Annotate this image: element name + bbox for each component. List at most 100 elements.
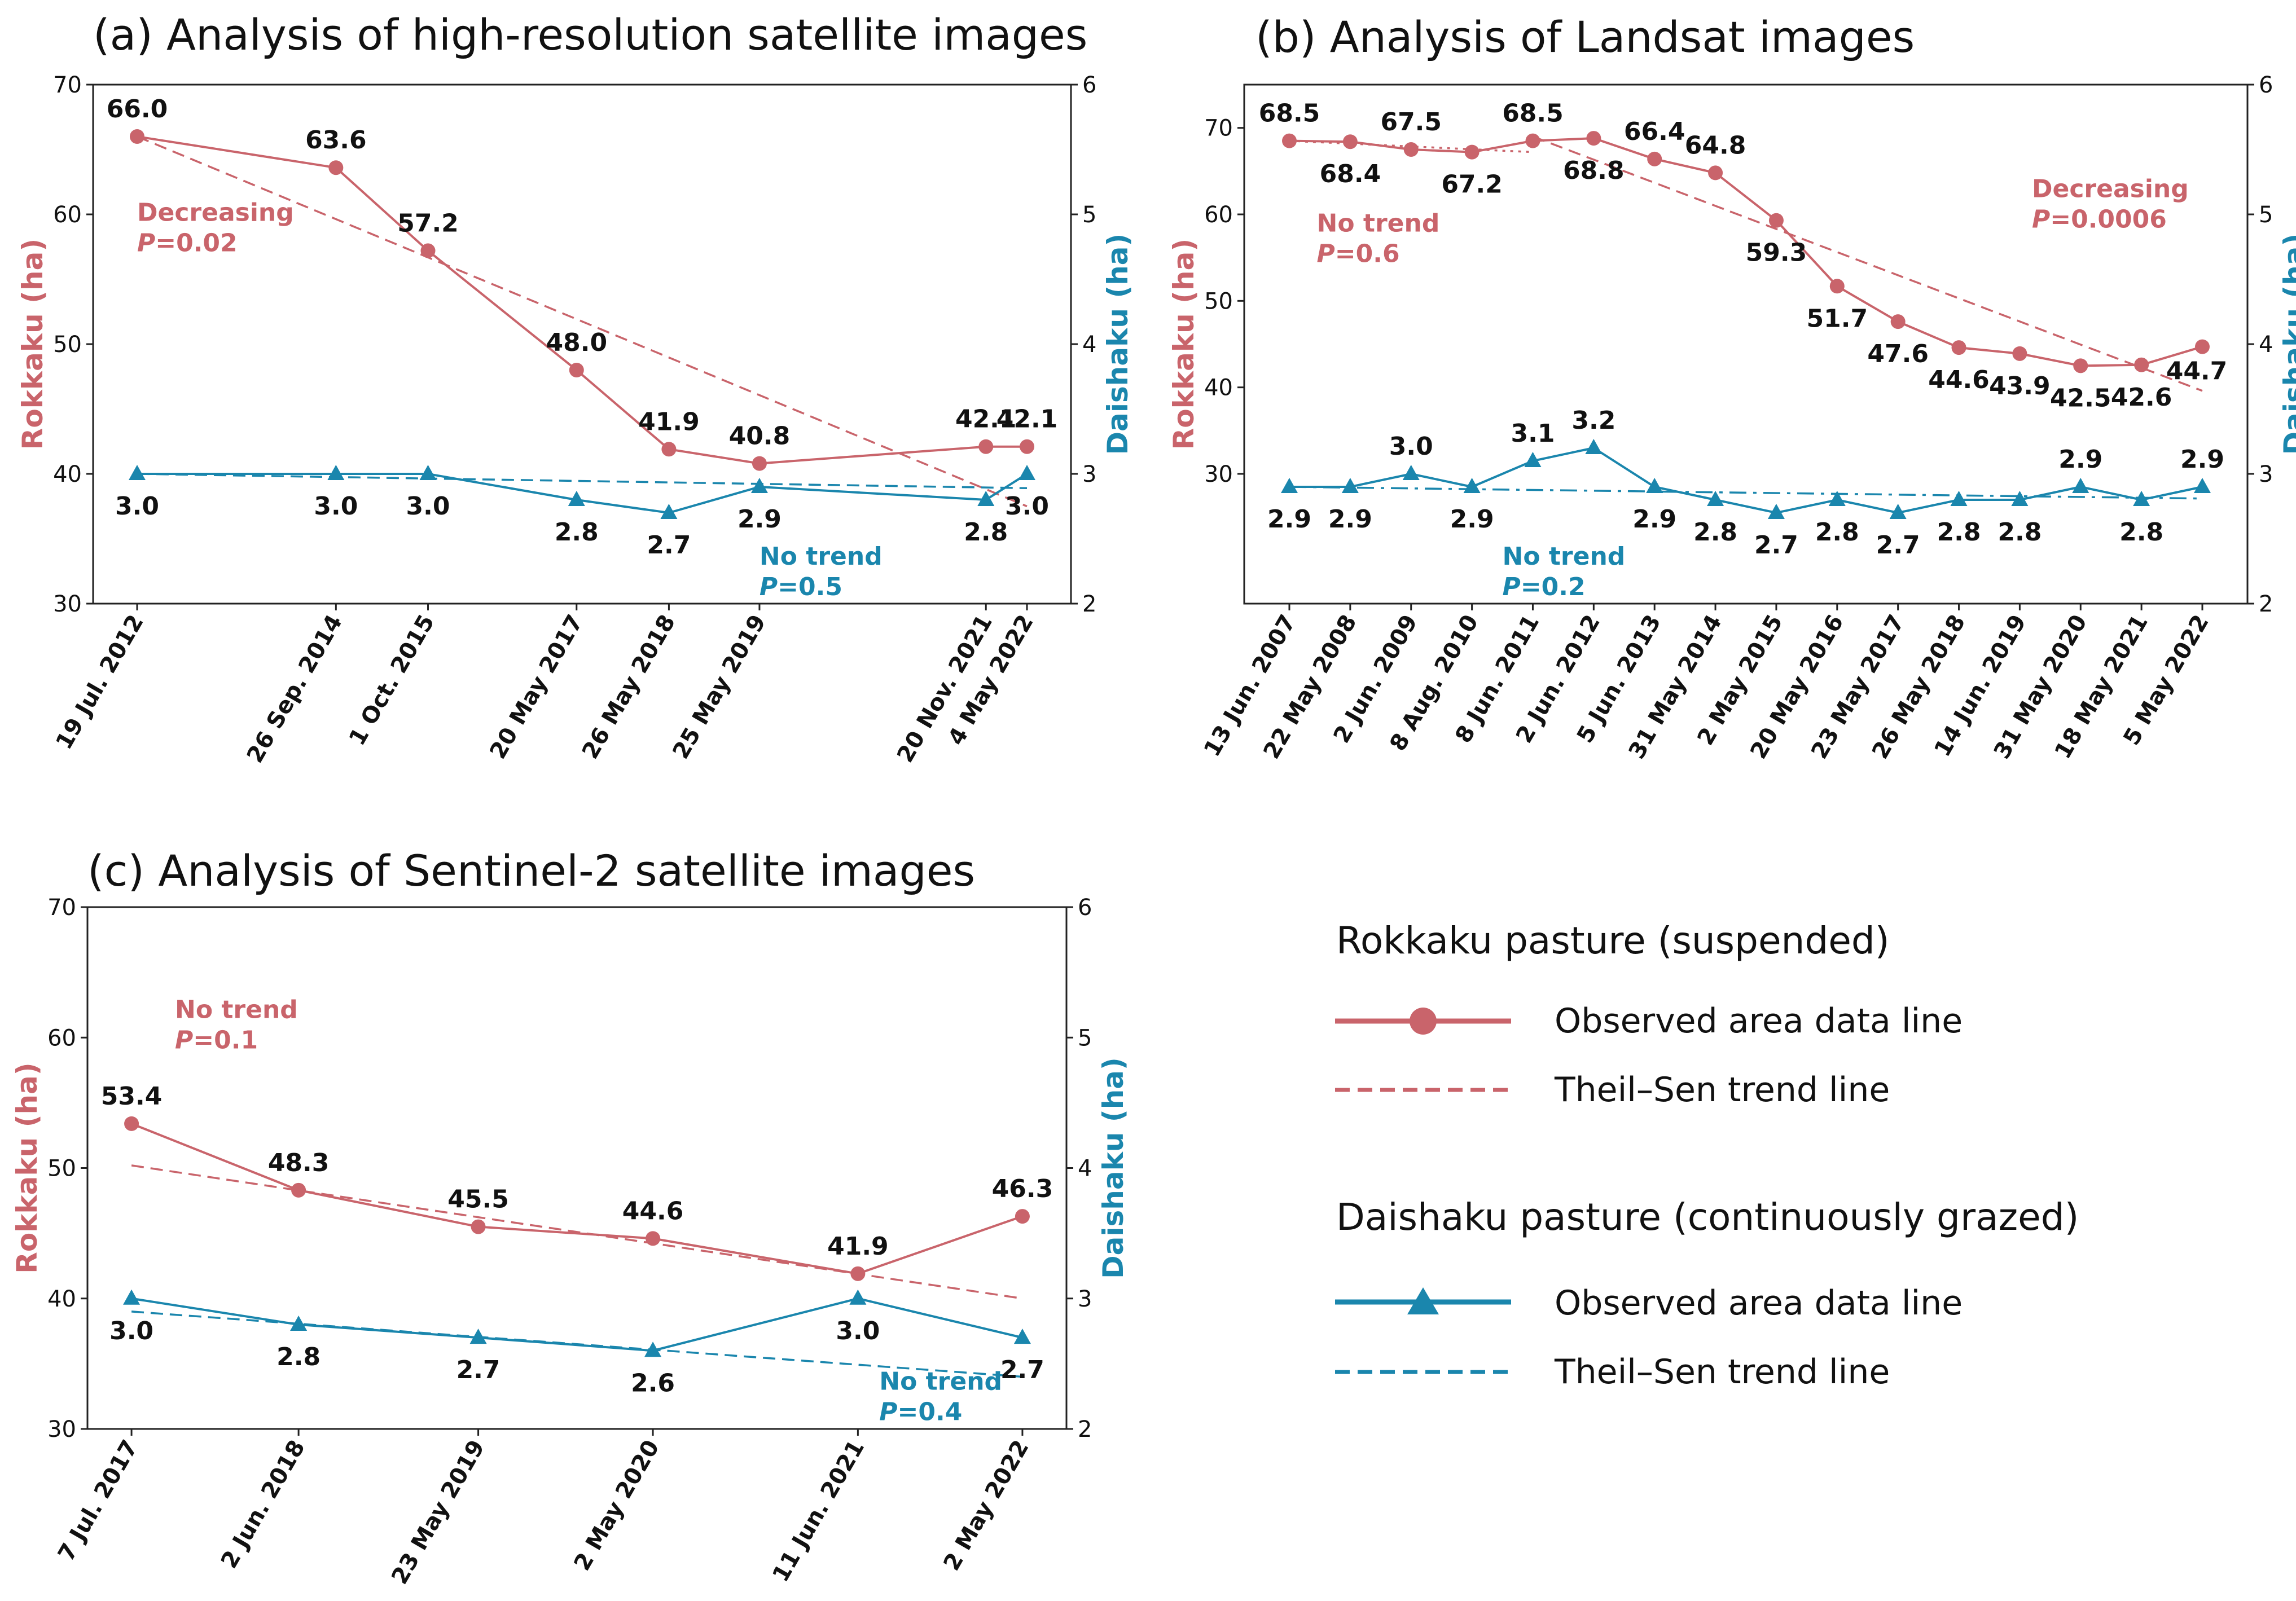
rokkaku-value-label: 66.4 bbox=[1624, 117, 1685, 146]
daishaku-data-line bbox=[131, 1297, 1023, 1352]
rokkaku-point bbox=[420, 243, 436, 258]
panel-c-left-axis-label: Rokkaku (ha) bbox=[11, 1062, 43, 1273]
panel-c-right-axis-label: Daishaku (ha) bbox=[1097, 1057, 1130, 1279]
daishaku-point bbox=[469, 1329, 487, 1344]
rokkaku-value-label: 64.8 bbox=[1685, 131, 1746, 160]
panel-c-plot-frame bbox=[86, 906, 1068, 1430]
x-tick-label-2-may-2020: 2 May 2020 bbox=[569, 1436, 665, 1575]
daishaku-value-label: 2.8 bbox=[1693, 518, 1737, 547]
daishaku-point bbox=[1707, 491, 1724, 506]
rokkaku-point bbox=[1525, 133, 1540, 148]
rokkaku-value-label: 42.1 bbox=[996, 405, 1058, 434]
left-tick-label: 50 bbox=[1204, 288, 1233, 314]
left-tick-label: 50 bbox=[47, 1156, 76, 1182]
rokkaku-point bbox=[124, 1116, 139, 1131]
rokkaku-point bbox=[1708, 165, 1723, 181]
left-tick-label: 60 bbox=[53, 202, 82, 228]
x-tick-label-7-jul-2017: 7 Jul. 2017 bbox=[53, 1436, 143, 1565]
daishaku-value-label: 2.7 bbox=[456, 1356, 501, 1384]
rokkaku-data-line bbox=[131, 1123, 1023, 1275]
panel-b-title: (b) Analysis of Landsat images bbox=[1255, 12, 1915, 62]
daishaku-point bbox=[2072, 478, 2089, 493]
left-tick-label: 70 bbox=[47, 895, 76, 921]
rokkaku-point bbox=[1768, 213, 1784, 228]
rokkaku-point bbox=[471, 1219, 486, 1234]
rokkaku-trend-line bbox=[1289, 139, 1533, 153]
daishaku-value-label: 2.8 bbox=[1998, 518, 2042, 547]
daishaku-value-label: 2.8 bbox=[1937, 518, 1981, 547]
left-tick-label: 60 bbox=[1204, 202, 1233, 228]
rokkaku-value-label: 45.5 bbox=[447, 1185, 509, 1214]
panel-a-left-axis-label: Rokkaku (ha) bbox=[16, 239, 49, 450]
right-tick-label: 4 bbox=[1082, 332, 1096, 358]
rokkaku-value-label: 47.6 bbox=[1867, 340, 1929, 368]
left-tick-label: 40 bbox=[53, 461, 82, 487]
panel-a-title: (a) Analysis of high-resolution satellit… bbox=[93, 10, 1087, 60]
daishaku-point bbox=[327, 465, 345, 480]
daishaku-point bbox=[1646, 478, 1663, 493]
rokkaku-point bbox=[752, 456, 767, 471]
daishaku-value-label: 2.9 bbox=[1267, 505, 1311, 534]
rokkaku-value-label: 42.5 bbox=[2050, 384, 2111, 412]
daishaku-point bbox=[1013, 1329, 1031, 1344]
panel-c-chart: (c) Analysis of Sentinel-2 satellite ima… bbox=[11, 846, 1130, 1589]
left-tick-label: 40 bbox=[1204, 375, 1233, 401]
daishaku-point bbox=[660, 504, 678, 519]
daishaku-value-label: 2.8 bbox=[2119, 518, 2163, 547]
rokkaku-trend-annotation: Decreasing bbox=[137, 199, 294, 227]
daishaku-value-label: 3.0 bbox=[314, 492, 358, 521]
legend-rokkaku-heading: Rokkaku pasture (suspended) bbox=[1336, 919, 1890, 962]
daishaku-value-label: 2.7 bbox=[1754, 531, 1798, 560]
rokkaku-trend-annotation: No trend bbox=[175, 996, 298, 1024]
rokkaku-value-label: 63.6 bbox=[305, 126, 367, 155]
rokkaku-value-label: 41.9 bbox=[827, 1232, 889, 1261]
daishaku-value-label: 2.8 bbox=[1815, 518, 1859, 547]
daishaku-value-label: 2.8 bbox=[555, 518, 599, 547]
daishaku-value-label: 2.8 bbox=[964, 518, 1008, 547]
daishaku-value-label: 2.9 bbox=[1450, 505, 1494, 534]
rokkaku-trend-line bbox=[131, 1164, 1023, 1300]
daishaku-value-label: 3.0 bbox=[836, 1317, 880, 1345]
daishaku-point bbox=[1402, 465, 1420, 480]
rokkaku-value-label: 68.8 bbox=[1563, 156, 1625, 185]
rokkaku-point bbox=[2194, 339, 2210, 354]
right-tick-label: 5 bbox=[2259, 202, 2273, 228]
daishaku-value-label: 3.2 bbox=[1571, 406, 1615, 435]
right-tick-label: 5 bbox=[1082, 202, 1096, 228]
rokkaku-trend-annotation: Decreasing bbox=[2032, 174, 2189, 203]
panel-b-chart: (b) Analysis of Landsat images 30 40 50 60 70… bbox=[1167, 12, 2296, 763]
daishaku-value-label: 2.9 bbox=[2180, 445, 2224, 474]
daishaku-point bbox=[290, 1316, 308, 1331]
rokkaku-point bbox=[1647, 151, 1662, 166]
daishaku-trend-line bbox=[137, 473, 1028, 490]
right-tick-label: 2 bbox=[1082, 591, 1096, 617]
left-tick-label: 70 bbox=[1204, 116, 1233, 142]
daishaku-point bbox=[1463, 478, 1481, 493]
daishaku-point bbox=[849, 1289, 867, 1305]
right-tick-label: 3 bbox=[1078, 1286, 1092, 1312]
rokkaku-value-label: 53.4 bbox=[101, 1082, 163, 1111]
right-tick-label: 6 bbox=[2259, 72, 2273, 98]
rokkaku-trend-line bbox=[137, 135, 1028, 508]
daishaku-trend-annotation: No trend bbox=[760, 542, 883, 571]
rokkaku-value-label: 48.3 bbox=[268, 1149, 330, 1177]
rokkaku-value-label: 44.6 bbox=[1928, 366, 1990, 394]
rokkaku-value-label: 42.6 bbox=[2111, 383, 2172, 412]
daishaku-point bbox=[1019, 465, 1036, 480]
rokkaku-value-label: 46.3 bbox=[992, 1175, 1053, 1203]
rokkaku-point bbox=[661, 442, 677, 457]
x-tick-label-2-jun-2018: 2 Jun. 2018 bbox=[216, 1436, 310, 1573]
rokkaku-value-label: 51.7 bbox=[1807, 304, 1868, 333]
panel-a-chart: (a) Analysis of high-resolution satellit… bbox=[16, 10, 1134, 767]
rokkaku-point bbox=[1829, 279, 1845, 294]
rokkaku-point bbox=[129, 129, 144, 144]
legend-rokkaku-observed-label: Observed area data line bbox=[1555, 1001, 1963, 1041]
daishaku-point bbox=[1889, 504, 1907, 519]
rokkaku-point bbox=[1890, 314, 1906, 329]
daishaku-point bbox=[2011, 491, 2029, 506]
left-tick-label: 40 bbox=[47, 1286, 76, 1312]
x-tick-label-1-oct-2015: 1 Oct. 2015 bbox=[344, 610, 440, 750]
x-tick-label-26-may-2018: 26 May 2018 bbox=[577, 610, 681, 763]
daishaku-trend-annotation: P=0.2 bbox=[1503, 573, 1586, 601]
rokkaku-data-line bbox=[1289, 137, 2203, 367]
